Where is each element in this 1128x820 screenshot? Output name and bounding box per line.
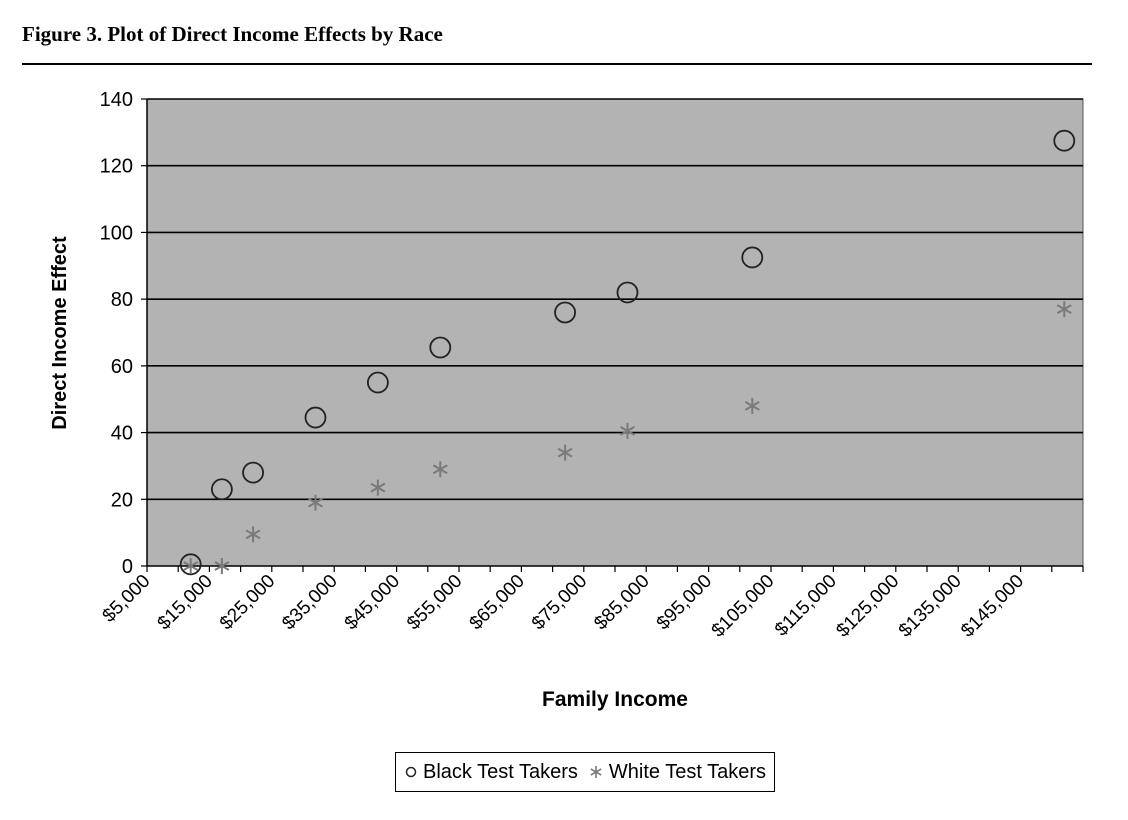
data-point [557, 444, 573, 461]
x-tick-label: $25,000 [216, 571, 279, 634]
y-tick-label: 100 [100, 222, 133, 244]
x-tick-label: $115,000 [771, 571, 841, 641]
x-tick-label: $85,000 [590, 571, 653, 634]
caption-rule [22, 63, 1092, 65]
legend-label-black: Black Test Takers [423, 760, 578, 783]
series-black [179, 129, 1076, 576]
data-point [429, 336, 452, 359]
x-tick-label: $75,000 [528, 571, 591, 634]
data-point [210, 478, 233, 501]
data-point [183, 558, 199, 574]
x-tick-label: $15,000 [154, 571, 217, 634]
x-tick-label: $65,000 [466, 571, 529, 634]
data-point [1056, 301, 1072, 318]
data-point [370, 479, 386, 496]
y-tick-label: 60 [111, 356, 133, 378]
y-ticks: 0 20 40 60 80 100 120 140 [100, 89, 147, 578]
y-tick-label: 0 [122, 556, 133, 578]
data-point [366, 371, 389, 394]
x-tick-label: $125,000 [832, 571, 903, 642]
y-tick-label: 40 [111, 423, 133, 445]
data-point [308, 494, 323, 511]
data-point [245, 526, 261, 543]
legend-item-black: Black Test Takers [404, 761, 578, 784]
data-point [1053, 129, 1076, 152]
figure-caption: Figure 3. Plot of Direct Income Effects … [22, 22, 443, 46]
data-point [304, 406, 327, 429]
data-point [616, 281, 639, 304]
data-point [620, 422, 635, 439]
x-tick-label: $145,000 [957, 571, 1028, 642]
legend-item-white: White Test Takers [588, 761, 766, 784]
data-point [554, 301, 576, 324]
y-tick-label: 140 [100, 89, 133, 111]
x-tick-label: $5,000 [99, 571, 155, 627]
plot-area [146, 98, 1084, 567]
data-point [432, 461, 448, 478]
x-tick-label: $55,000 [403, 571, 466, 634]
star-marker-icon [590, 766, 602, 778]
chart-legend: Black Test Takers White Test Takers [395, 752, 775, 792]
data-point [242, 461, 264, 484]
x-tick-label: $135,000 [895, 571, 966, 642]
y-tick-label: 20 [111, 489, 133, 511]
y-tick-label: 80 [111, 289, 133, 311]
x-tick-label: $95,000 [653, 571, 716, 634]
y-axis-label: Direct Income Effect [49, 236, 71, 430]
gridlines [147, 98, 1083, 501]
y-tick-label: 120 [100, 156, 133, 178]
data-point [744, 397, 760, 414]
series-white [183, 301, 1072, 574]
data-points [179, 129, 1076, 576]
data-point [741, 246, 764, 269]
circle-marker-icon [405, 766, 417, 778]
x-axis-label: Family Income [542, 688, 688, 711]
data-point [214, 558, 230, 574]
x-tick-label: $105,000 [708, 571, 779, 642]
x-ticks: $5,000$15,000$25,000$35,000$45,000$55,00… [99, 566, 1084, 642]
x-tick-label: $35,000 [278, 571, 341, 634]
x-tick-label: $45,000 [341, 571, 404, 634]
data-point [179, 553, 202, 576]
legend-label-white: White Test Takers [608, 760, 766, 783]
